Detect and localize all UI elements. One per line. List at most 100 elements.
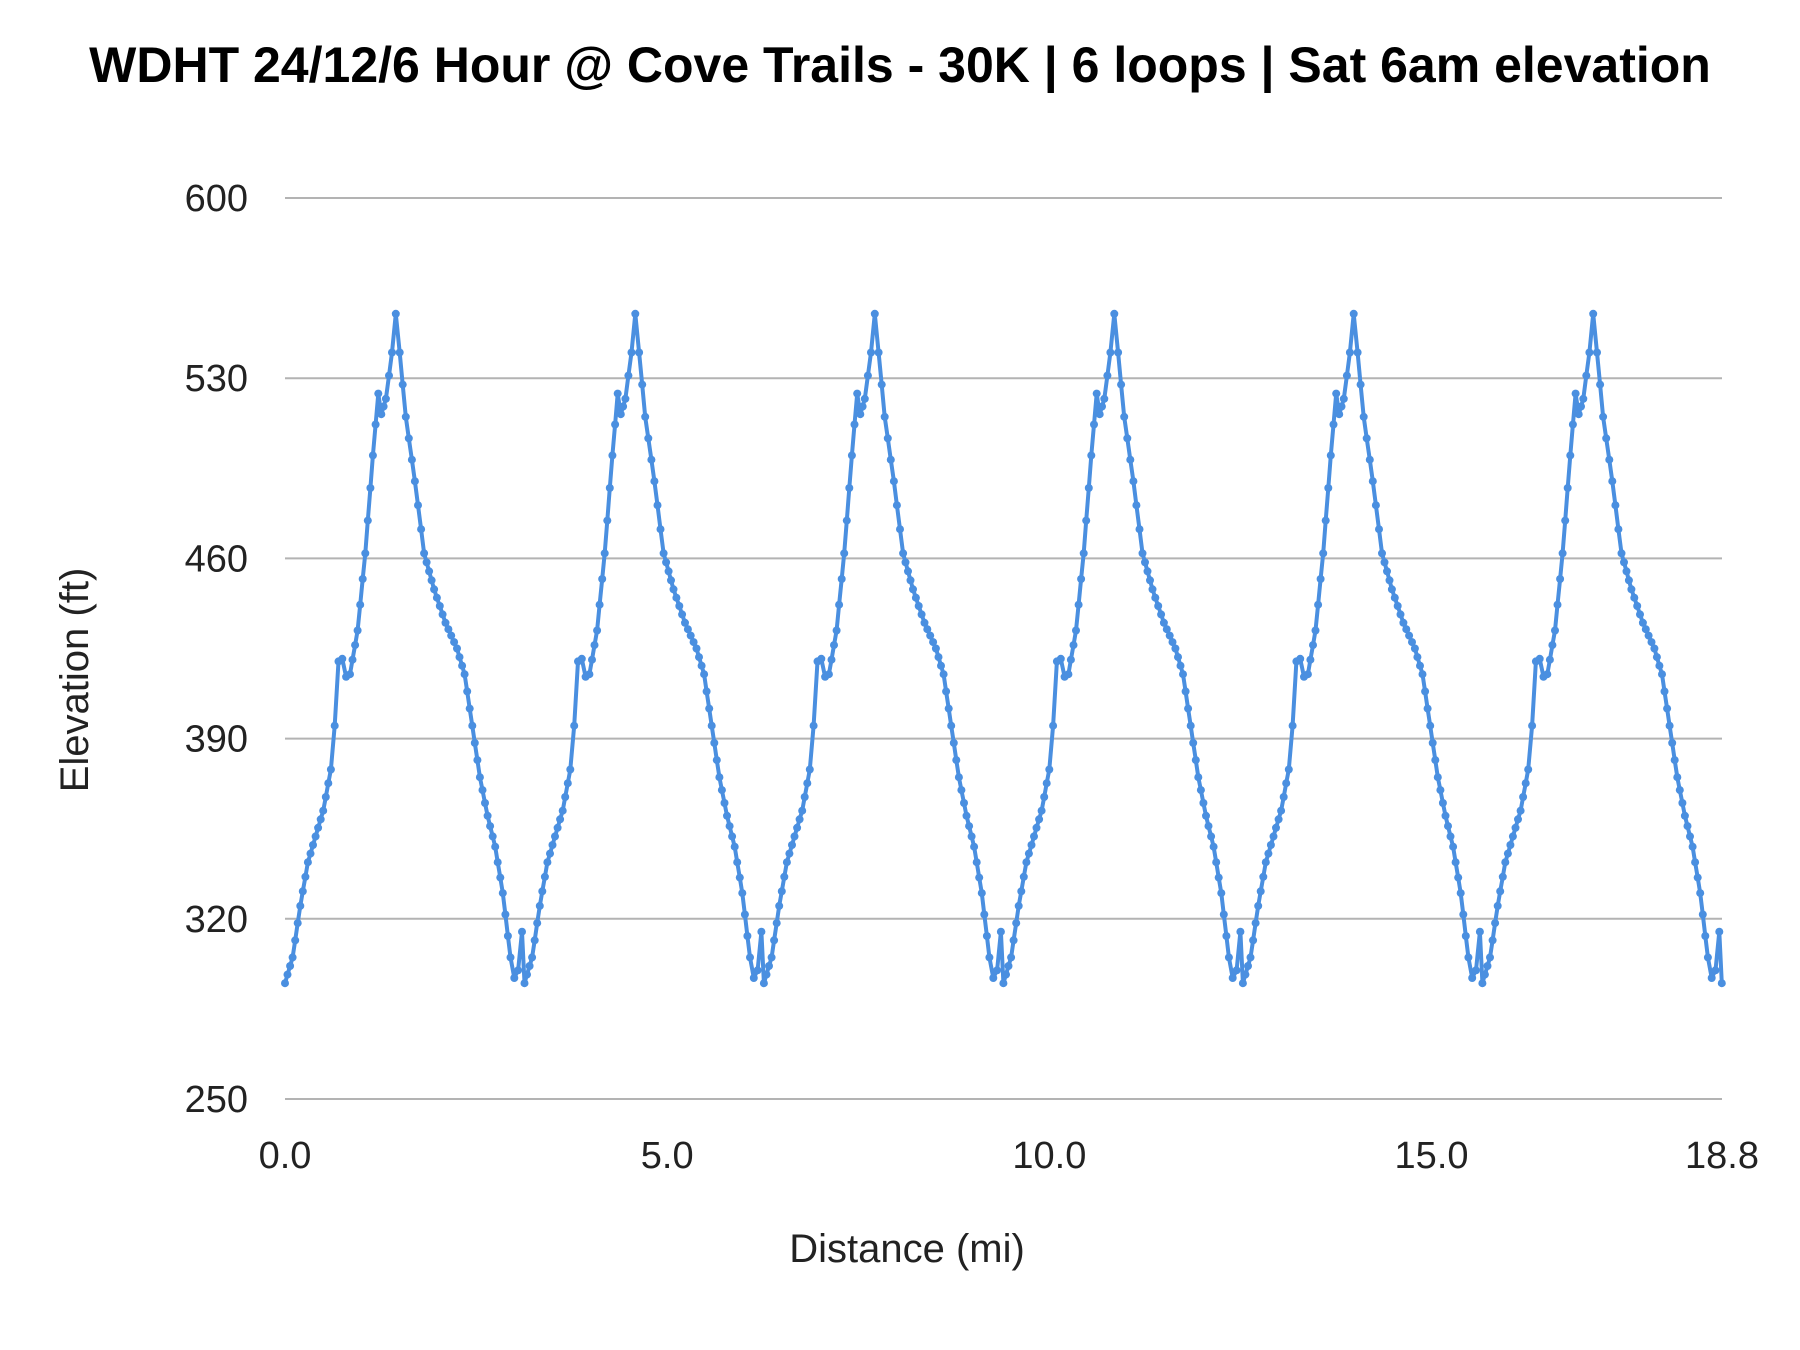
data-point <box>1311 626 1320 635</box>
data-point <box>835 600 844 609</box>
data-point <box>697 661 706 670</box>
data-point <box>1261 858 1270 867</box>
data-point <box>501 910 510 919</box>
data-point <box>929 638 938 647</box>
data-point <box>1516 806 1525 815</box>
data-point <box>1329 420 1338 429</box>
data-point <box>1506 841 1515 849</box>
data-point <box>379 402 388 411</box>
data-point <box>1072 626 1080 635</box>
data-point <box>498 889 507 898</box>
data-point <box>546 849 554 858</box>
data-point <box>793 823 802 832</box>
data-point <box>1608 477 1617 486</box>
data-point <box>911 593 920 602</box>
data-point <box>1321 516 1330 525</box>
data-point <box>1264 849 1273 858</box>
data-point <box>1174 653 1182 662</box>
data-point <box>1483 962 1492 970</box>
data-point <box>603 516 612 525</box>
data-point <box>491 842 500 851</box>
data-point <box>1256 887 1265 896</box>
data-point <box>638 380 647 389</box>
x-axis-ticks: 0.0 5.0 10.0 15.0 18.8 <box>259 1135 1759 1177</box>
data-point <box>1459 910 1468 919</box>
data-point <box>530 936 539 945</box>
data-point <box>805 765 814 774</box>
data-point <box>856 410 865 419</box>
data-point <box>460 670 469 679</box>
data-point <box>707 721 716 730</box>
data-point <box>1582 371 1591 380</box>
data-point <box>468 721 477 730</box>
data-point <box>790 832 799 841</box>
data-point <box>1090 420 1098 429</box>
data-point <box>1519 793 1528 801</box>
data-point <box>735 873 744 882</box>
data-point <box>1416 661 1424 670</box>
data-point <box>1272 823 1280 832</box>
data-point <box>1326 451 1335 460</box>
data-point <box>1324 484 1333 492</box>
data-point <box>621 394 630 403</box>
data-point <box>1390 593 1399 602</box>
data-point <box>1451 858 1460 867</box>
data-point <box>980 910 989 919</box>
data-point <box>1670 756 1679 765</box>
data-point <box>1449 842 1458 851</box>
data-point <box>1456 889 1465 898</box>
data-point <box>1472 966 1480 975</box>
data-point <box>1202 811 1210 820</box>
x-tick-label: 10.0 <box>1012 1135 1086 1177</box>
data-point <box>1269 832 1278 841</box>
data-point <box>759 979 768 988</box>
data-point <box>435 602 444 610</box>
chart-title: WDHT 24/12/6 Hour @ Cove Trails - 30K | … <box>89 37 1711 93</box>
data-point <box>595 600 604 609</box>
data-point <box>561 793 570 801</box>
data-point <box>1441 811 1450 820</box>
data-point <box>481 799 489 807</box>
data-point <box>1254 901 1263 910</box>
data-point <box>1428 738 1437 747</box>
data-point <box>528 953 537 962</box>
data-point <box>993 966 1002 975</box>
data-point <box>1238 979 1247 988</box>
data-point <box>1686 832 1694 841</box>
data-point <box>1303 670 1312 679</box>
data-point <box>1123 434 1132 443</box>
data-point <box>1110 309 1119 318</box>
data-point <box>1143 567 1152 576</box>
data-point <box>1274 815 1283 824</box>
data-point <box>1378 549 1386 558</box>
data-point <box>1715 927 1724 936</box>
data-point <box>1356 380 1365 389</box>
data-point <box>314 823 323 832</box>
data-point <box>631 309 640 318</box>
data-point <box>733 858 742 867</box>
data-point <box>1077 575 1086 583</box>
data-point <box>1433 773 1442 782</box>
data-point <box>977 889 986 898</box>
data-point <box>669 585 678 594</box>
data-point <box>1624 576 1633 585</box>
data-point <box>1335 410 1344 419</box>
data-point <box>1399 618 1408 627</box>
data-point <box>371 420 380 429</box>
data-point <box>358 575 367 583</box>
data-point <box>1566 451 1575 460</box>
data-point <box>441 618 450 627</box>
data-point <box>1385 576 1394 585</box>
data-point <box>1259 872 1268 881</box>
data-point <box>886 455 895 464</box>
data-point <box>624 371 633 380</box>
data-point <box>535 901 544 910</box>
data-point <box>1508 832 1517 841</box>
data-point <box>683 625 692 634</box>
data-point <box>1165 631 1174 640</box>
data-point <box>1129 477 1138 486</box>
data-point <box>1022 858 1031 867</box>
data-point <box>514 966 523 975</box>
data-point <box>525 962 534 970</box>
